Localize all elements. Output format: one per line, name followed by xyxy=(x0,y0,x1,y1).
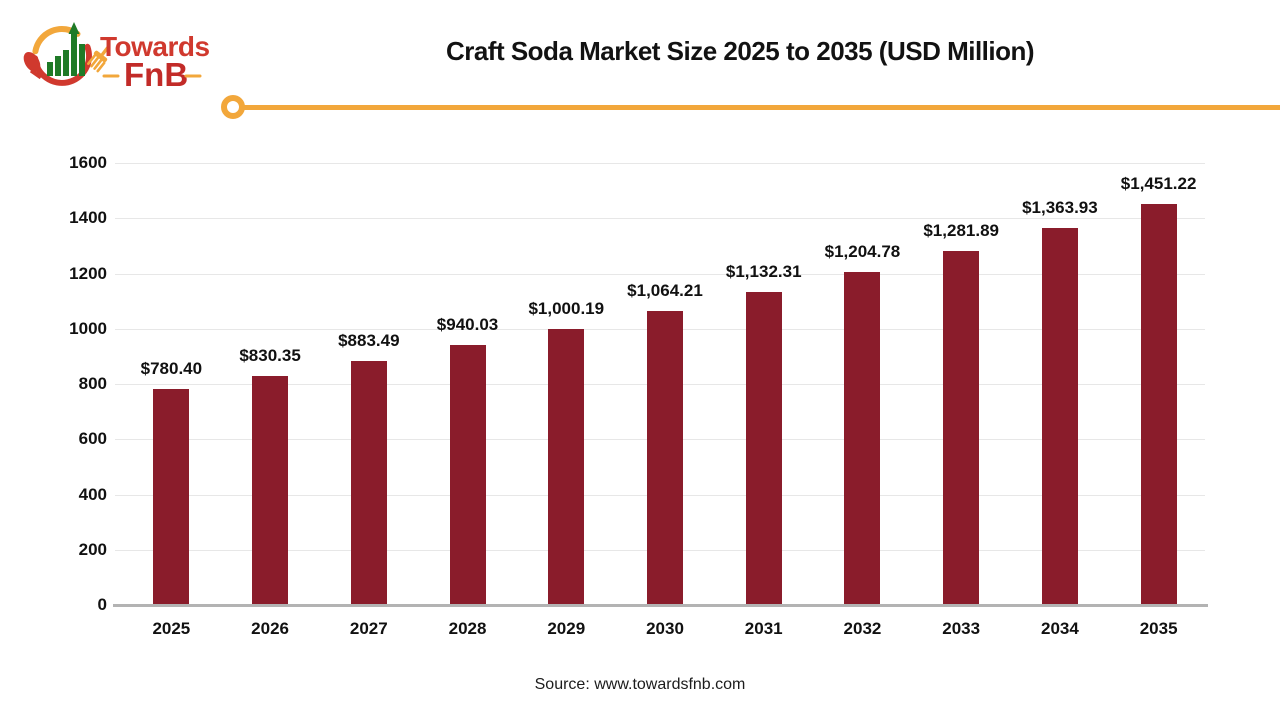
bar-2033 xyxy=(943,250,980,604)
logo-word-towards: Towards xyxy=(100,31,210,62)
bar-value-label: $1,451.22 xyxy=(1120,174,1197,194)
y-tick-label: 1200 xyxy=(69,263,107,283)
x-tick-label: 2028 xyxy=(448,619,487,638)
x-tick-label: 2031 xyxy=(744,619,783,638)
y-tick-label: 0 xyxy=(97,595,107,614)
logo-growth-bars-icon xyxy=(47,22,85,76)
bar-value-label: $1,064.21 xyxy=(627,281,703,300)
bar-2028 xyxy=(449,345,486,604)
x-tick-label: 2034 xyxy=(1040,619,1079,638)
x-tick-label: 2025 xyxy=(152,619,191,638)
bar-value-label: $1,281.89 xyxy=(923,220,999,240)
y-tick-label: 800 xyxy=(78,374,107,393)
logo-word-fnb: FnB xyxy=(124,56,188,93)
bar-2029 xyxy=(548,328,585,604)
source-text: Source: www.towardsfnb.com xyxy=(534,676,746,693)
x-tick-label: 2027 xyxy=(349,619,388,638)
bar-value-label: $940.03 xyxy=(436,315,499,335)
x-tick-label: 2030 xyxy=(646,619,684,638)
bar-2031 xyxy=(745,292,782,604)
bar-2027 xyxy=(350,360,387,604)
bar-2032 xyxy=(844,272,881,604)
bar-2035 xyxy=(1140,204,1177,604)
y-tick-label: 200 xyxy=(78,539,107,559)
gridline xyxy=(115,273,1205,275)
bar-2025 xyxy=(153,389,190,604)
bar-2030 xyxy=(647,311,683,604)
title-underline xyxy=(233,105,1280,110)
y-tick-label: 400 xyxy=(78,484,107,504)
x-tick-label: 2032 xyxy=(843,619,882,638)
logo-spoon-icon xyxy=(23,51,43,80)
bar-value-label: $1,363.93 xyxy=(1022,198,1098,218)
bar-value-label: $883.49 xyxy=(338,330,400,350)
page-title: Craft Soda Market Size 2025 to 2035 (USD… xyxy=(445,36,1035,66)
y-tick-label: 1600 xyxy=(69,153,107,172)
bar-value-label: $780.40 xyxy=(140,359,203,379)
bar-value-label: $1,204.78 xyxy=(824,242,901,262)
y-tick-label: 1400 xyxy=(69,208,107,228)
x-tick-label: 2026 xyxy=(251,619,289,638)
gridline xyxy=(115,218,1205,220)
title-underline-ring xyxy=(221,95,245,119)
bar-2026 xyxy=(252,375,289,604)
y-tick-label: 600 xyxy=(78,429,107,449)
bar-2034 xyxy=(1041,228,1078,604)
brand-logo: Towards FnB xyxy=(23,22,210,93)
logo-fork-icon xyxy=(87,44,111,73)
gridline xyxy=(115,163,1205,164)
x-tick-label: 2033 xyxy=(942,619,981,638)
x-axis-line xyxy=(113,604,1208,607)
bar-value-label: $1,000.19 xyxy=(528,298,605,318)
x-tick-label: 2029 xyxy=(547,619,586,638)
bar-value-label: $1,132.31 xyxy=(725,262,802,282)
x-tick-label: 2035 xyxy=(1139,619,1178,638)
bar-value-label: $830.35 xyxy=(239,345,301,365)
y-tick-label: 1000 xyxy=(69,318,107,338)
